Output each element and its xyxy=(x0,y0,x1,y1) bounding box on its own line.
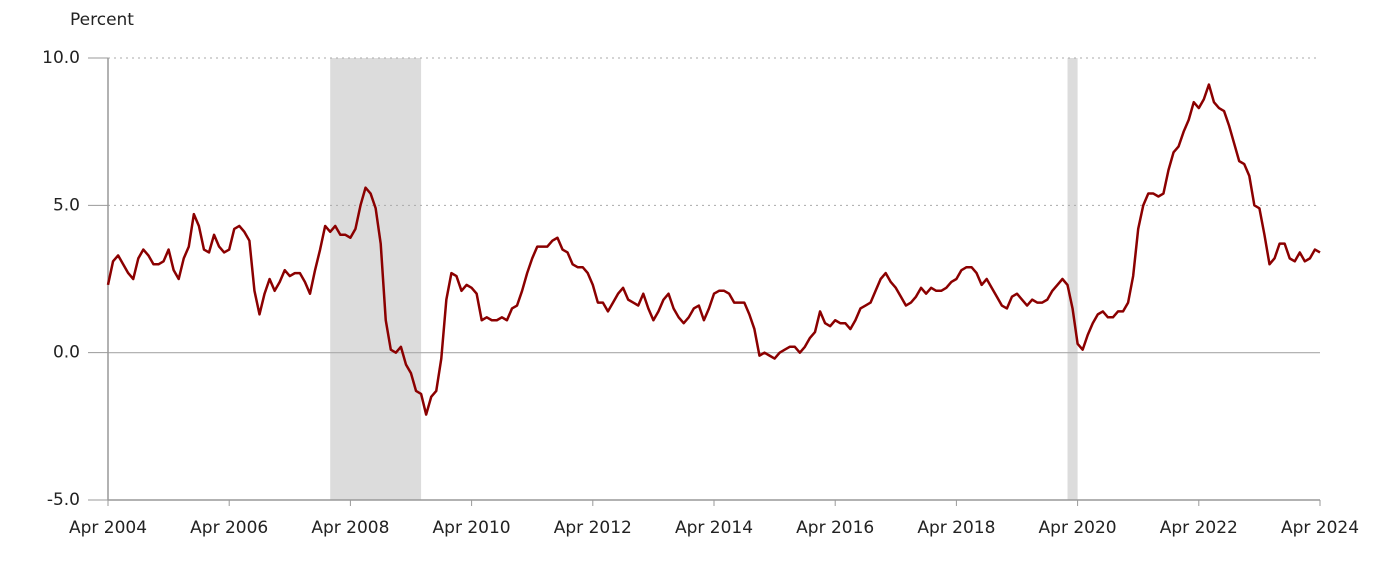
x-tick-label: Apr 2024 xyxy=(1281,518,1359,538)
x-tick-label: Apr 2014 xyxy=(675,518,753,538)
x-tick-label: Apr 2008 xyxy=(311,518,389,538)
x-tick-label: Apr 2010 xyxy=(433,518,511,538)
y-tick-label: 5.0 xyxy=(53,195,80,215)
x-tick-label: Apr 2018 xyxy=(917,518,995,538)
y-tick-label: 0.0 xyxy=(53,343,80,363)
recession-shading xyxy=(1067,58,1078,500)
recession-shading xyxy=(330,58,422,500)
data-line xyxy=(106,83,1321,416)
x-tick-label: Apr 2020 xyxy=(1039,518,1117,538)
y-tick-label: -5.0 xyxy=(47,490,80,510)
x-tick-label: Apr 2004 xyxy=(69,518,147,538)
x-tick-label: Apr 2016 xyxy=(796,518,874,538)
x-tick-label: Apr 2006 xyxy=(190,518,268,538)
y-axis-label: Percent xyxy=(70,10,134,30)
x-tick-label: Apr 2012 xyxy=(554,518,632,538)
y-tick-label: 10.0 xyxy=(42,48,80,68)
x-tick-label: Apr 2022 xyxy=(1160,518,1238,538)
